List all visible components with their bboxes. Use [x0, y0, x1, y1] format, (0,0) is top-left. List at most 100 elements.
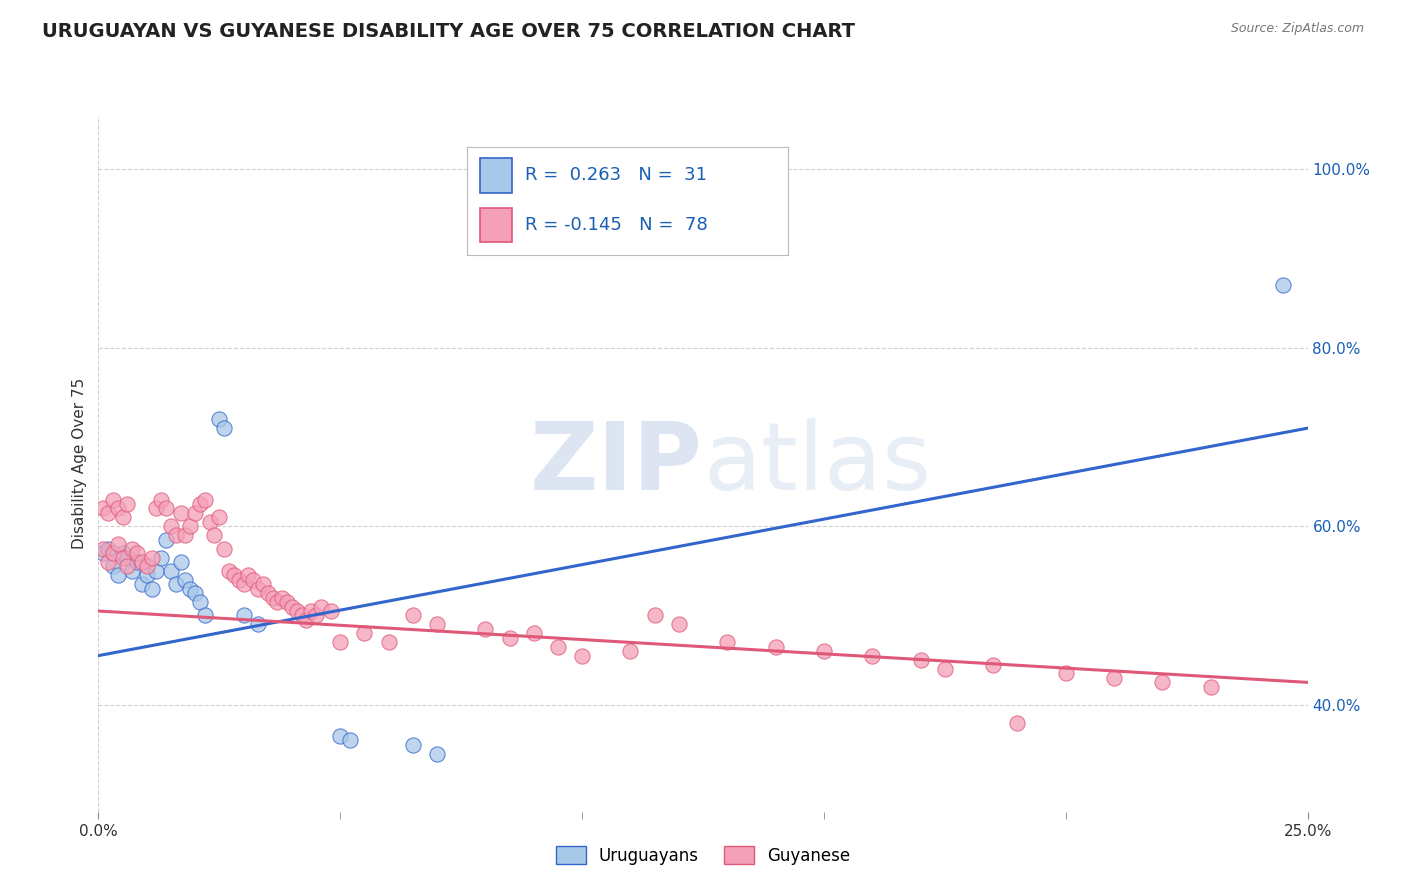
Point: [107, 501, 129, 516]
Point: [184, 506, 207, 520]
Point: [295, 613, 318, 627]
Point: [141, 550, 163, 565]
Point: [716, 635, 738, 649]
Point: [194, 492, 217, 507]
Point: [141, 582, 163, 596]
Bar: [479, 208, 512, 242]
Point: [247, 617, 270, 632]
Point: [281, 599, 304, 614]
Point: [305, 608, 328, 623]
Point: [107, 568, 129, 582]
Point: [188, 497, 211, 511]
Point: [101, 559, 124, 574]
Point: [135, 559, 157, 574]
Point: [1054, 666, 1077, 681]
Point: [1007, 715, 1029, 730]
Point: [813, 644, 835, 658]
Point: [101, 492, 124, 507]
Point: [131, 577, 153, 591]
Point: [91, 541, 114, 556]
Text: R =  0.263   N =  31: R = 0.263 N = 31: [524, 166, 707, 185]
Legend: Uruguayans, Guyanese: Uruguayans, Guyanese: [547, 838, 859, 873]
Point: [276, 595, 298, 609]
Point: [155, 533, 177, 547]
Point: [91, 546, 114, 560]
Point: [117, 550, 139, 565]
Point: [353, 626, 375, 640]
Point: [194, 608, 217, 623]
Point: [910, 653, 932, 667]
Point: [242, 573, 264, 587]
Point: [981, 657, 1004, 672]
Point: [426, 617, 449, 632]
Point: [329, 729, 352, 743]
Point: [1152, 675, 1174, 690]
Point: [247, 582, 270, 596]
Point: [319, 604, 342, 618]
Point: [160, 519, 183, 533]
Bar: [479, 158, 512, 193]
Text: ZIP: ZIP: [530, 417, 703, 510]
Point: [329, 635, 352, 649]
Point: [150, 492, 173, 507]
Point: [117, 497, 139, 511]
Point: [174, 528, 197, 542]
Point: [97, 555, 120, 569]
Point: [179, 582, 201, 596]
Point: [145, 564, 167, 578]
Point: [860, 648, 883, 663]
Point: [218, 564, 240, 578]
Point: [150, 550, 173, 565]
Point: [145, 501, 167, 516]
Point: [165, 577, 187, 591]
Point: [188, 595, 211, 609]
Point: [111, 550, 134, 565]
Point: [97, 506, 120, 520]
Point: [101, 546, 124, 560]
Point: [97, 541, 120, 556]
Point: [571, 648, 593, 663]
Point: [644, 608, 666, 623]
Point: [252, 577, 274, 591]
Point: [222, 568, 245, 582]
Point: [285, 604, 308, 618]
Point: [232, 608, 254, 623]
Point: [402, 738, 425, 752]
Point: [208, 412, 231, 426]
Point: [174, 573, 197, 587]
Point: [426, 747, 449, 761]
Point: [238, 568, 260, 582]
Point: [309, 599, 332, 614]
Point: [266, 595, 288, 609]
Point: [121, 564, 143, 578]
Point: [256, 586, 278, 600]
Point: [668, 617, 690, 632]
Point: [1102, 671, 1125, 685]
Point: [127, 546, 149, 560]
Point: [121, 541, 143, 556]
Point: [111, 510, 134, 524]
Point: [155, 501, 177, 516]
Point: [547, 640, 569, 654]
Text: URUGUAYAN VS GUYANESE DISABILITY AGE OVER 75 CORRELATION CHART: URUGUAYAN VS GUYANESE DISABILITY AGE OVE…: [42, 22, 855, 41]
Point: [91, 501, 114, 516]
Point: [179, 519, 201, 533]
Text: atlas: atlas: [703, 417, 931, 510]
Point: [299, 604, 322, 618]
Y-axis label: Disability Age Over 75: Disability Age Over 75: [72, 378, 87, 549]
Point: [339, 733, 361, 747]
Point: [131, 555, 153, 569]
Point: [135, 568, 157, 582]
Point: [934, 662, 956, 676]
Point: [127, 555, 149, 569]
Point: [377, 635, 399, 649]
Point: [184, 586, 207, 600]
Point: [523, 626, 546, 640]
Point: [117, 559, 139, 574]
Point: [212, 421, 235, 435]
Point: [160, 564, 183, 578]
Point: [228, 573, 250, 587]
Point: [619, 644, 641, 658]
Point: [232, 577, 254, 591]
Point: [498, 631, 520, 645]
